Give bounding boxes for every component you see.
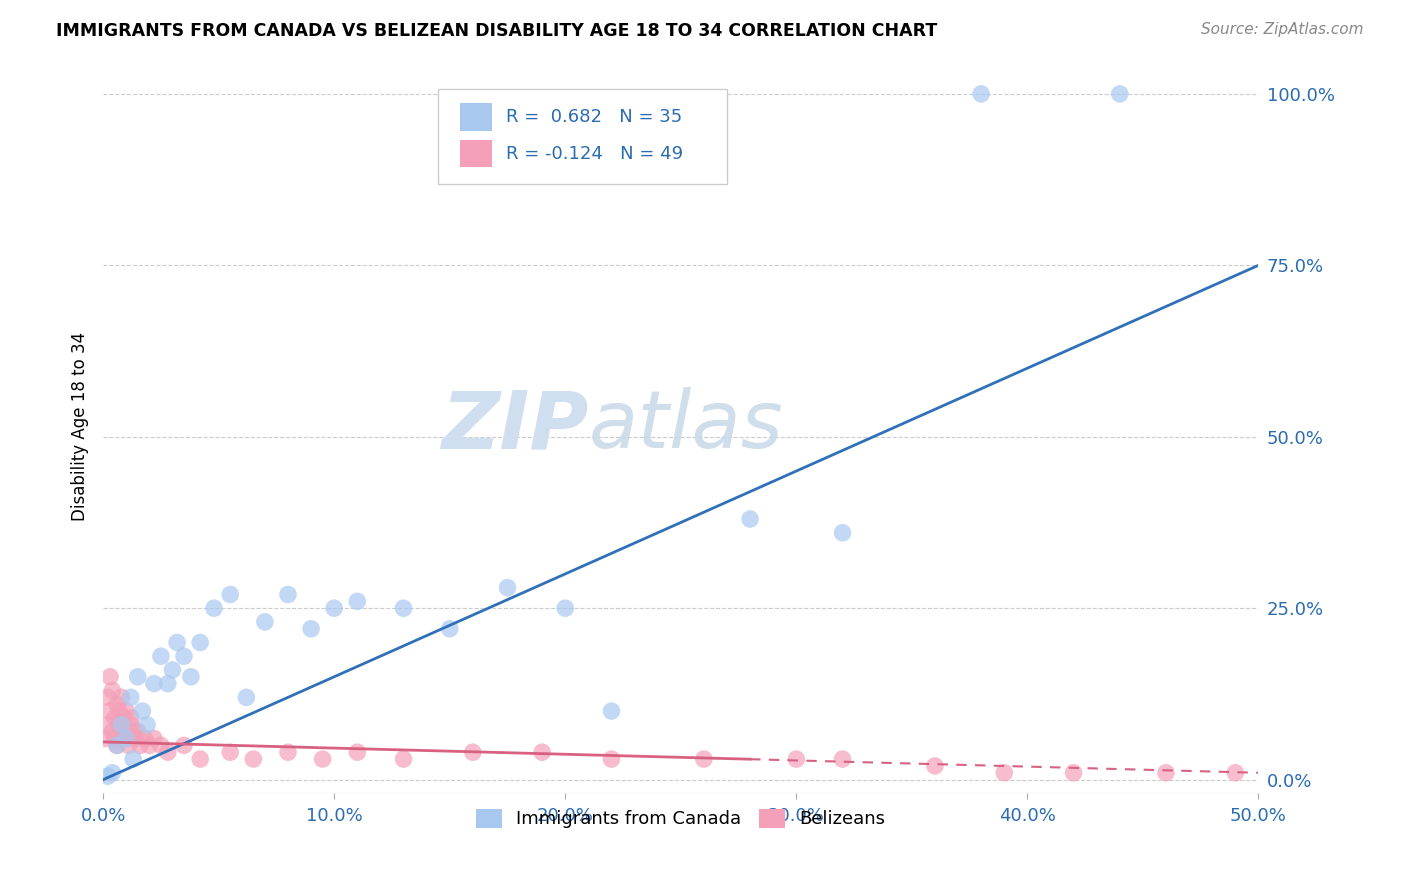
Point — [311, 752, 333, 766]
Text: Source: ZipAtlas.com: Source: ZipAtlas.com — [1201, 22, 1364, 37]
Point — [94, 731, 117, 746]
Point — [166, 635, 188, 649]
Point — [105, 739, 128, 753]
Point — [97, 690, 120, 705]
Point — [242, 752, 264, 766]
Point — [277, 587, 299, 601]
Text: R = -0.124   N = 49: R = -0.124 N = 49 — [506, 145, 683, 162]
Point — [180, 670, 202, 684]
Point — [188, 752, 211, 766]
Point — [127, 724, 149, 739]
Text: atlas: atlas — [588, 387, 783, 466]
Point — [98, 670, 121, 684]
Point — [1154, 765, 1177, 780]
Point — [124, 731, 146, 746]
Point — [134, 731, 156, 746]
Text: IMMIGRANTS FROM CANADA VS BELIZEAN DISABILITY AGE 18 TO 34 CORRELATION CHART: IMMIGRANTS FROM CANADA VS BELIZEAN DISAB… — [56, 22, 938, 40]
Point — [156, 676, 179, 690]
Point — [120, 690, 142, 705]
Point — [97, 718, 120, 732]
Point — [101, 765, 124, 780]
Point — [143, 676, 166, 690]
Point — [105, 739, 128, 753]
Point — [219, 587, 242, 601]
Point — [129, 739, 152, 753]
Point — [120, 711, 142, 725]
Point — [108, 704, 131, 718]
Point — [531, 745, 554, 759]
Point — [105, 697, 128, 711]
Point — [117, 739, 139, 753]
Point — [122, 724, 145, 739]
Point — [346, 745, 368, 759]
Point — [188, 635, 211, 649]
Point — [149, 649, 172, 664]
Text: ZIP: ZIP — [441, 387, 588, 466]
Point — [98, 704, 121, 718]
Y-axis label: Disability Age 18 to 34: Disability Age 18 to 34 — [72, 332, 89, 521]
Point — [1063, 765, 1085, 780]
Point — [392, 752, 415, 766]
Point — [202, 601, 225, 615]
Point — [104, 711, 127, 725]
Point — [104, 731, 127, 746]
Point — [115, 731, 138, 746]
Point — [970, 87, 993, 101]
Point — [600, 752, 623, 766]
Point — [101, 724, 124, 739]
Point — [346, 594, 368, 608]
Point — [323, 601, 346, 615]
Point — [110, 690, 132, 705]
Point — [149, 739, 172, 753]
Point — [219, 745, 242, 759]
Point — [600, 704, 623, 718]
Point — [253, 615, 276, 629]
Point — [97, 769, 120, 783]
Point — [122, 752, 145, 766]
Point — [1225, 765, 1247, 780]
Point — [110, 718, 132, 732]
Point — [115, 704, 138, 718]
Point — [108, 718, 131, 732]
Point — [1108, 87, 1130, 101]
Bar — [460, 103, 492, 131]
Point — [162, 663, 184, 677]
Point — [120, 718, 142, 732]
Point — [136, 718, 159, 732]
Point — [993, 765, 1015, 780]
Point — [277, 745, 299, 759]
Legend: Immigrants from Canada, Belizeans: Immigrants from Canada, Belizeans — [470, 802, 893, 836]
Point — [496, 581, 519, 595]
Point — [110, 724, 132, 739]
Point — [924, 759, 946, 773]
Point — [461, 745, 484, 759]
Point — [112, 711, 135, 725]
Point — [831, 525, 853, 540]
FancyBboxPatch shape — [439, 89, 727, 185]
Point — [554, 601, 576, 615]
Point — [131, 704, 153, 718]
Point — [785, 752, 807, 766]
Point — [127, 670, 149, 684]
Point — [115, 731, 138, 746]
Point — [156, 745, 179, 759]
Point — [173, 739, 195, 753]
Point — [439, 622, 461, 636]
Point — [693, 752, 716, 766]
Point — [738, 512, 761, 526]
Point — [392, 601, 415, 615]
Point — [299, 622, 322, 636]
Point — [138, 739, 160, 753]
Bar — [460, 139, 492, 168]
Point — [173, 649, 195, 664]
Point — [831, 752, 853, 766]
Point — [235, 690, 257, 705]
Text: R =  0.682   N = 35: R = 0.682 N = 35 — [506, 108, 682, 126]
Point — [101, 683, 124, 698]
Point — [143, 731, 166, 746]
